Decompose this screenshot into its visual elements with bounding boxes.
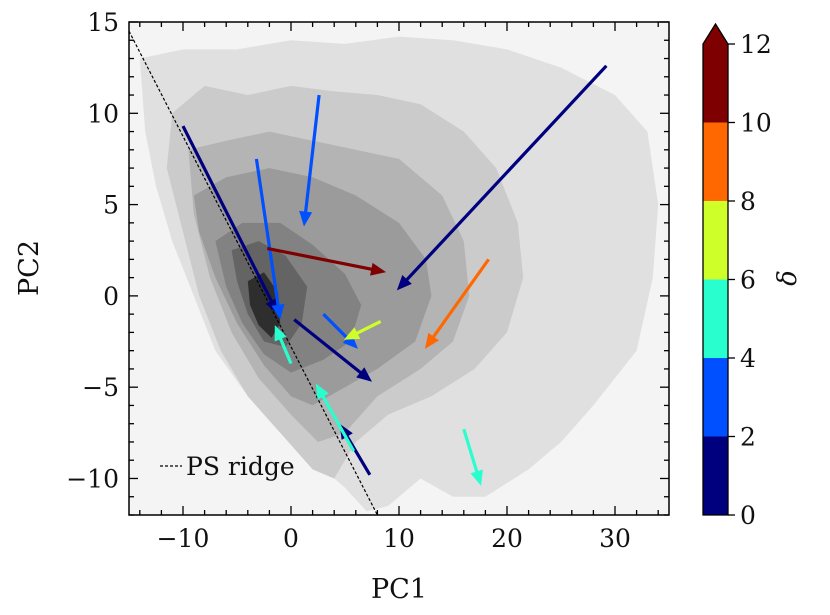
arrow-11	[343, 320, 382, 340]
arrow-shaft	[404, 64, 608, 282]
colorbar-tick-label: 10	[740, 109, 772, 138]
arrow-shaft	[181, 125, 274, 304]
legend-ridge-label: PS ridge	[186, 452, 295, 481]
arrow-head	[315, 383, 329, 400]
arrow-head	[470, 469, 483, 486]
axis-ticks: −10 0 10 20 30 −10 −5 0 5 10 15	[66, 8, 669, 553]
arrow-1	[396, 64, 608, 291]
arrow-shaft	[320, 394, 356, 452]
arrow-9	[274, 325, 293, 365]
arrow-7	[322, 313, 358, 349]
arrow-shaft	[303, 94, 321, 214]
x-tick-label: 20	[491, 524, 523, 553]
arrow-12	[424, 258, 490, 349]
density-level-7	[247, 272, 281, 338]
arrow-head	[342, 333, 358, 349]
arrow-shaft	[293, 318, 363, 375]
arrow-head	[271, 303, 285, 320]
arrow-shaft	[278, 336, 293, 365]
arrow-shaft	[266, 246, 374, 272]
arrows	[181, 64, 608, 486]
colorbar-outline	[702, 22, 729, 516]
arrow-head	[274, 325, 287, 342]
colorbar-tick-label: 4	[740, 344, 756, 373]
arrow-head	[424, 332, 439, 349]
arrow-3	[293, 318, 372, 382]
colorbar-tick-label: 6	[740, 266, 756, 295]
colorbar-extend-max	[703, 24, 728, 44]
y-tick-label: −10	[66, 464, 119, 493]
colorbar-title: δ	[773, 270, 803, 286]
y-tick-label: 5	[103, 191, 119, 220]
colorbar-segment-3	[703, 201, 728, 280]
y-tick-label: 10	[87, 99, 119, 128]
ps-ridge-line	[129, 30, 378, 515]
arrow-5	[299, 94, 321, 227]
colorbar-segment-2	[703, 279, 728, 358]
arrow-13	[266, 246, 387, 276]
arrow-head	[343, 327, 361, 340]
colorbar-tick-label: 0	[740, 501, 756, 530]
arrow-shaft	[254, 158, 280, 307]
y-tick-label: −5	[82, 373, 119, 402]
arrow-head	[356, 367, 372, 382]
arrow-8	[315, 383, 356, 452]
arrow-shaft	[462, 428, 479, 474]
arrow-10	[462, 428, 483, 486]
colorbar-segment-4	[703, 122, 728, 201]
colorbar-segment-1	[703, 358, 728, 437]
arrow-6	[254, 158, 285, 320]
y-tick-label: 0	[103, 282, 119, 311]
x-tick-label: 10	[383, 524, 415, 553]
colorbar-segment-0	[703, 436, 728, 515]
colorbar: 0 2 4 6 8 10 12	[702, 22, 772, 530]
x-axis-title: PC1	[371, 574, 427, 605]
colorbar-tick-label: 8	[740, 187, 756, 216]
arrow-4	[339, 423, 372, 476]
arrow-head	[339, 423, 353, 440]
colorbar-segment-5	[703, 44, 728, 123]
colorbar-tick-label: 2	[740, 423, 756, 452]
x-tick-label: 0	[283, 524, 299, 553]
arrow-shaft	[344, 434, 372, 476]
legend: PS ridge	[160, 452, 295, 481]
arrow-head	[370, 262, 387, 276]
y-tick-label: 15	[87, 8, 119, 37]
x-tick-label: −10	[157, 524, 210, 553]
arrow-head	[299, 210, 313, 227]
arrow-shaft	[431, 258, 490, 340]
colorbar-tick-label: 12	[740, 30, 772, 59]
x-tick-label: 30	[599, 524, 631, 553]
arrow-shaft	[354, 320, 382, 336]
arrow-head	[396, 275, 412, 291]
arrow-shaft	[322, 313, 350, 341]
y-axis-title: PC2	[14, 240, 45, 296]
